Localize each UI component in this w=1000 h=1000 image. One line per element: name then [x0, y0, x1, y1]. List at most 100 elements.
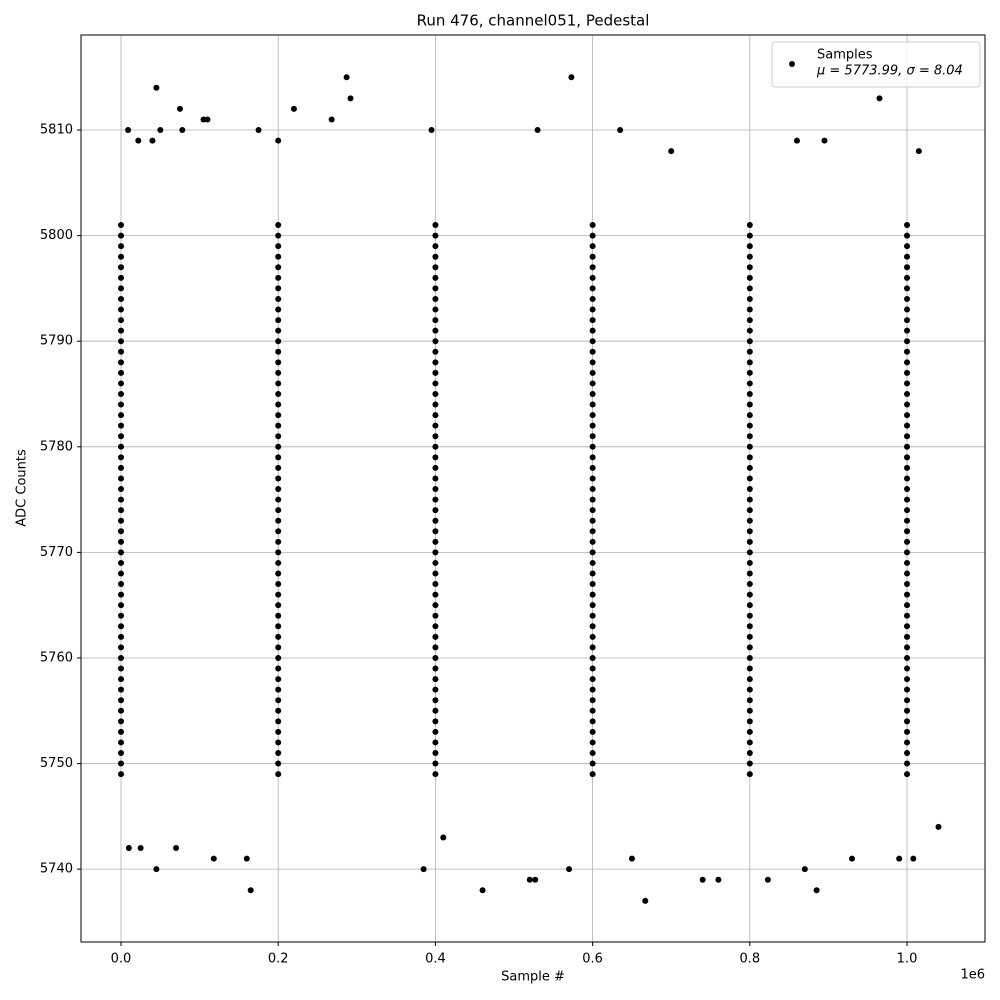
point: [275, 517, 282, 524]
point: [157, 127, 164, 134]
point: [432, 686, 439, 693]
point: [746, 707, 753, 714]
point: [432, 401, 439, 408]
point: [589, 528, 596, 535]
point: [432, 739, 439, 746]
point: [118, 771, 125, 778]
point: [432, 433, 439, 440]
point: [118, 676, 125, 683]
point: [801, 866, 808, 873]
point: [746, 359, 753, 366]
point: [746, 612, 753, 619]
point: [275, 728, 282, 735]
point: [904, 317, 911, 324]
point: [440, 834, 447, 841]
point: [275, 528, 282, 535]
point: [118, 243, 125, 250]
x-offset-label: 1e6: [960, 968, 985, 983]
point: [746, 274, 753, 281]
point: [432, 718, 439, 725]
point: [432, 232, 439, 239]
point: [589, 401, 596, 408]
point: [589, 591, 596, 598]
point: [275, 253, 282, 260]
point: [904, 274, 911, 281]
point: [746, 380, 753, 387]
point: [118, 749, 125, 756]
point: [275, 771, 282, 778]
point: [904, 602, 911, 609]
point: [746, 369, 753, 376]
point: [746, 486, 753, 493]
point: [275, 243, 282, 250]
point: [904, 264, 911, 271]
point: [432, 538, 439, 545]
point: [746, 327, 753, 334]
point: [746, 602, 753, 609]
point: [904, 707, 911, 714]
point: [118, 338, 125, 345]
point: [904, 654, 911, 661]
point: [904, 644, 911, 651]
point: [432, 274, 439, 281]
point: [746, 528, 753, 535]
point: [904, 369, 911, 376]
point: [746, 665, 753, 672]
point: [432, 697, 439, 704]
point: [428, 127, 435, 134]
point: [432, 475, 439, 482]
point: [118, 602, 125, 609]
point: [904, 528, 911, 535]
point: [118, 380, 125, 387]
point: [904, 739, 911, 746]
point: [589, 676, 596, 683]
y-tick-label: 5760: [40, 650, 73, 665]
point: [275, 676, 282, 683]
point: [432, 570, 439, 577]
point: [118, 464, 125, 471]
point: [904, 612, 911, 619]
point: [432, 454, 439, 461]
point: [904, 507, 911, 514]
point: [275, 507, 282, 514]
point: [746, 443, 753, 450]
point: [118, 422, 125, 429]
point: [275, 285, 282, 292]
point: [904, 486, 911, 493]
point: [118, 665, 125, 672]
point: [118, 517, 125, 524]
point: [432, 264, 439, 271]
point: [118, 559, 125, 566]
point: [589, 507, 596, 514]
point: [118, 644, 125, 651]
point: [118, 390, 125, 397]
point: [589, 570, 596, 577]
point: [746, 422, 753, 429]
point: [118, 549, 125, 556]
point: [746, 507, 753, 514]
point: [589, 538, 596, 545]
point: [746, 591, 753, 598]
point: [275, 433, 282, 440]
point: [904, 443, 911, 450]
point: [118, 369, 125, 376]
y-tick-label: 5740: [40, 862, 73, 877]
point: [904, 433, 911, 440]
point: [275, 749, 282, 756]
point: [746, 264, 753, 271]
point: [589, 464, 596, 471]
point: [118, 317, 125, 324]
point: [746, 243, 753, 250]
point: [432, 348, 439, 355]
point: [432, 496, 439, 503]
point: [935, 823, 942, 830]
point: [432, 327, 439, 334]
point: [432, 581, 439, 588]
point: [746, 517, 753, 524]
point: [589, 306, 596, 313]
point: [746, 454, 753, 461]
point: [179, 127, 186, 134]
point: [589, 718, 596, 725]
point: [118, 486, 125, 493]
point: [118, 633, 125, 640]
